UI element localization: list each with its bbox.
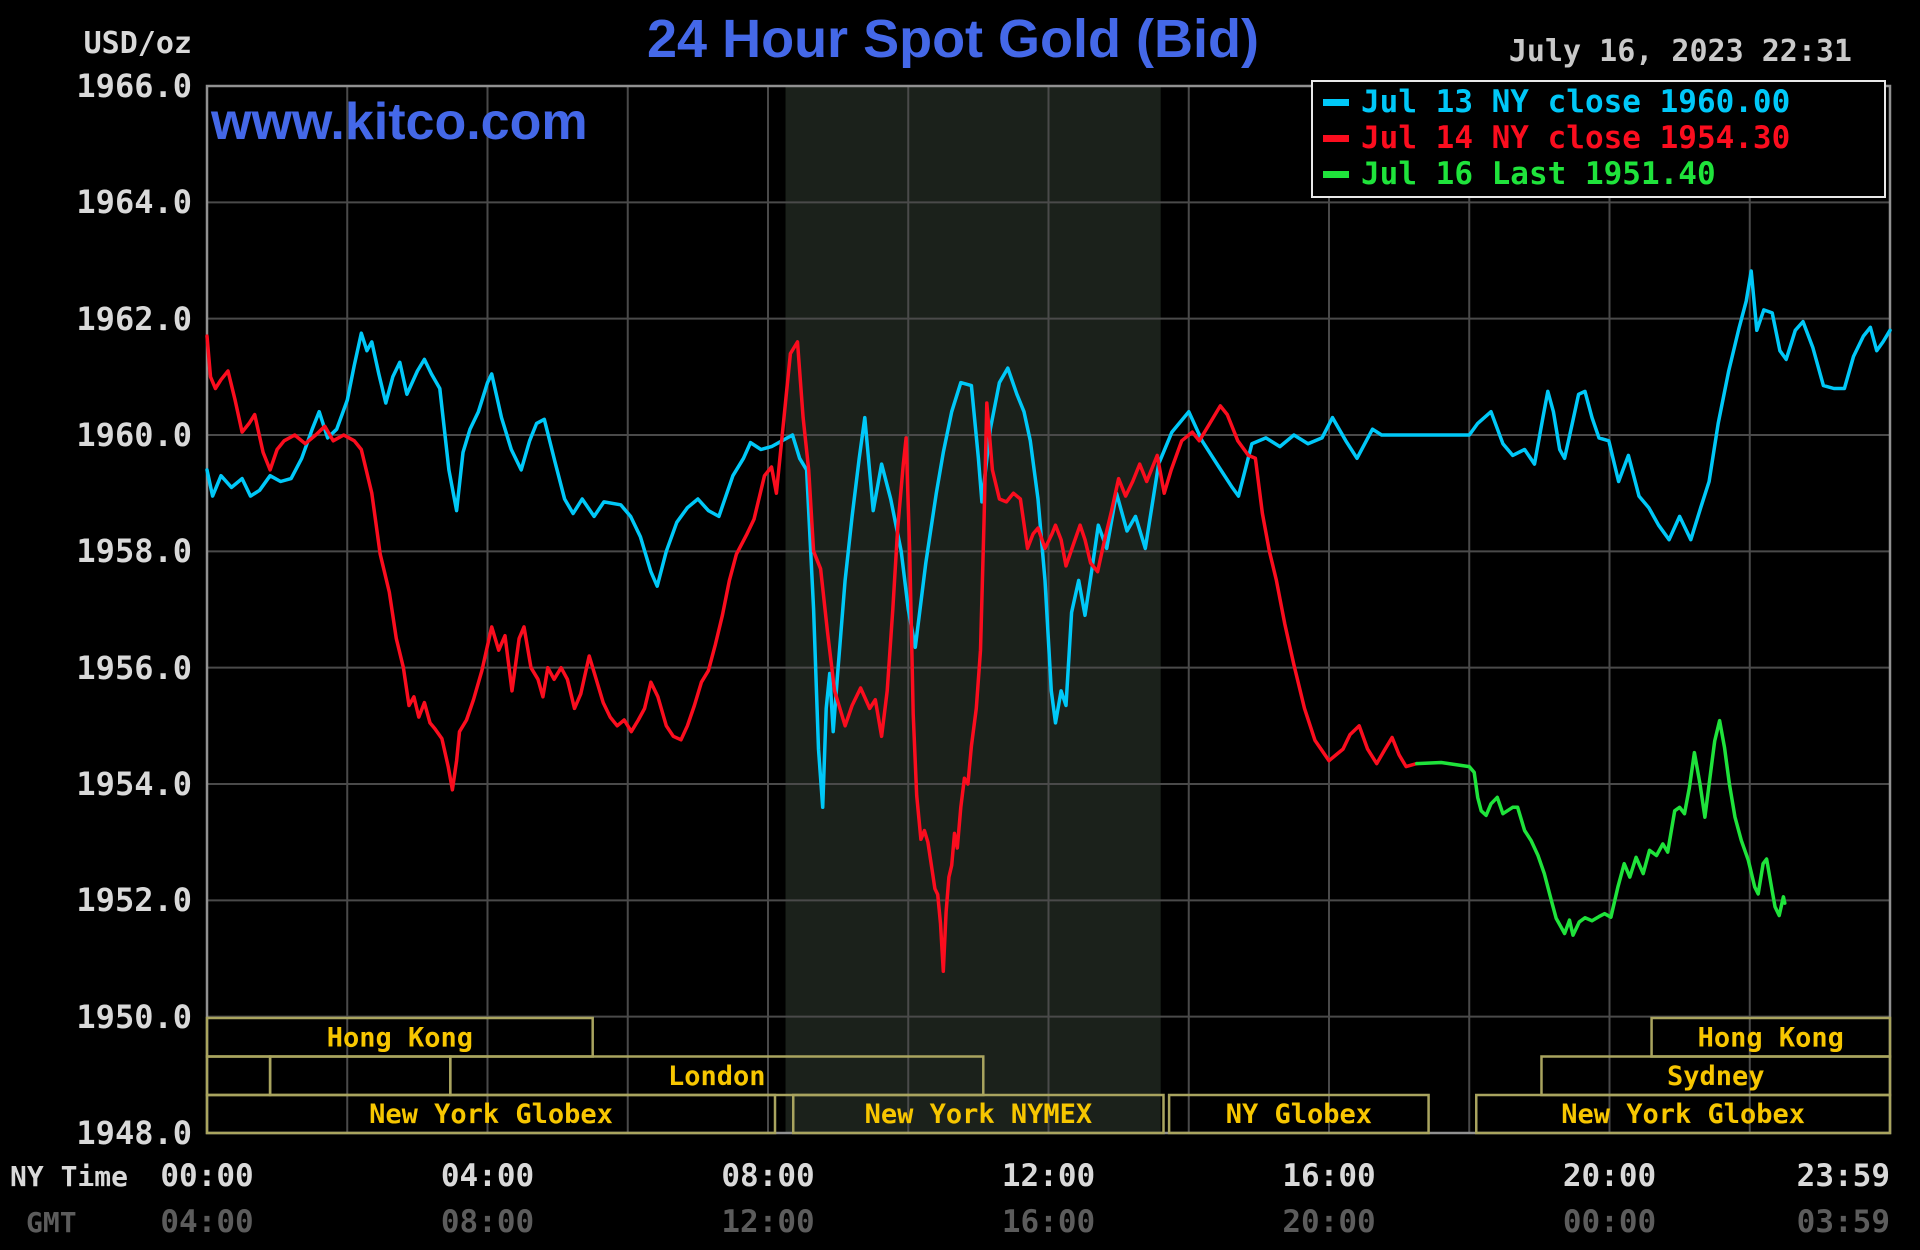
session-label: Hong Kong (1698, 1022, 1844, 1053)
y-tick-1966.0: 1966.0 (76, 67, 192, 105)
y-tick-1952.0: 1952.0 (76, 881, 192, 920)
x-tick-ny-04:00: 04:00 (440, 1158, 535, 1194)
session-label: New York Globex (369, 1099, 613, 1130)
x-tick-gmt-00:00: 00:00 (1562, 1204, 1657, 1240)
session-box-ny-globex (1167, 1093, 1430, 1135)
legend-row-jul16: Jul 16 Last 1951.40 (1313, 156, 1884, 192)
x-tick-gmt-03:59: 03:59 (1796, 1204, 1890, 1240)
x-tick-ny-23:59: 23:59 (1796, 1158, 1890, 1194)
y-tick-1948.0: 1948.0 (76, 1114, 192, 1152)
ny-time-caption: NY Time (10, 1160, 129, 1193)
session-label: Hong Kong (327, 1022, 473, 1053)
page-title: 24 Hour Spot Gold (Bid) (647, 9, 1259, 69)
x-tick-gmt-04:00: 04:00 (160, 1204, 254, 1240)
x-tick-gmt-12:00: 12:00 (721, 1204, 815, 1240)
legend-label-jul13: Jul 13 NY close 1960.00 (1361, 84, 1791, 120)
x-tick-ny-12:00: 12:00 (1001, 1158, 1096, 1194)
legend-row-jul14: Jul 14 NY close 1954.30 (1313, 120, 1884, 156)
x-tick-gmt-08:00: 08:00 (440, 1204, 535, 1240)
y-tick-1964.0: 1964.0 (76, 183, 192, 222)
session-box-new-york-globex (205, 1093, 777, 1135)
jul13-dash-icon (1323, 98, 1349, 106)
session-label: NY Globex (1226, 1099, 1372, 1130)
y-tick-1950.0: 1950.0 (76, 997, 192, 1036)
x-tick-ny-20:00: 20:00 (1562, 1158, 1657, 1194)
legend-row-jul13: Jul 13 NY close 1960.00 (1313, 84, 1884, 120)
x-tick-ny-16:00: 16:00 (1282, 1158, 1376, 1194)
y-tick-1960.0: 1960.0 (76, 416, 192, 454)
session-box-new-york-nymex (791, 1093, 1165, 1135)
nymex-shaded-band (785, 86, 1161, 1133)
chart-timestamp: July 16, 2023 22:31 (1508, 34, 1852, 69)
series-line-jul-14 (205, 334, 1419, 974)
y-tick-1958.0: 1958.0 (76, 532, 192, 571)
series-line-jul-16 (1414, 718, 1787, 937)
x-tick-gmt-16:00: 16:00 (1001, 1204, 1096, 1240)
y-tick-1954.0: 1954.0 (76, 765, 192, 803)
kitco-watermark: www.kitco.com (211, 93, 588, 151)
x-tick-ny-08:00: 08:00 (721, 1158, 815, 1194)
y-axis-units-label: USD/oz (83, 26, 192, 61)
session-box-unlabeled (205, 1055, 272, 1097)
jul14-dash-icon (1323, 134, 1349, 142)
legend-label-jul16: Jul 16 Last 1951.40 (1361, 156, 1716, 192)
series-line-jul-13 (205, 269, 1892, 810)
x-tick-gmt-20:00: 20:00 (1282, 1204, 1376, 1240)
y-tick-1962.0: 1962.0 (76, 299, 192, 338)
session-label: London (668, 1061, 766, 1092)
x-tick-ny-00:00: 00:00 (160, 1158, 254, 1194)
session-label: New York NYMEX (865, 1099, 1093, 1130)
session-box-unlabeled (268, 1055, 452, 1097)
session-label: Sydney (1667, 1061, 1765, 1092)
y-tick-1956.0: 1956.0 (76, 648, 192, 687)
jul16-dash-icon (1323, 170, 1349, 178)
session-label: New York Globex (1561, 1099, 1805, 1130)
session-box-new-york-globex (1475, 1093, 1892, 1135)
legend-label-jul14: Jul 14 NY close 1954.30 (1361, 120, 1791, 156)
legend-box: Jul 13 NY close 1960.00 Jul 14 NY close … (1311, 80, 1886, 198)
gmt-caption: GMT (26, 1206, 77, 1239)
